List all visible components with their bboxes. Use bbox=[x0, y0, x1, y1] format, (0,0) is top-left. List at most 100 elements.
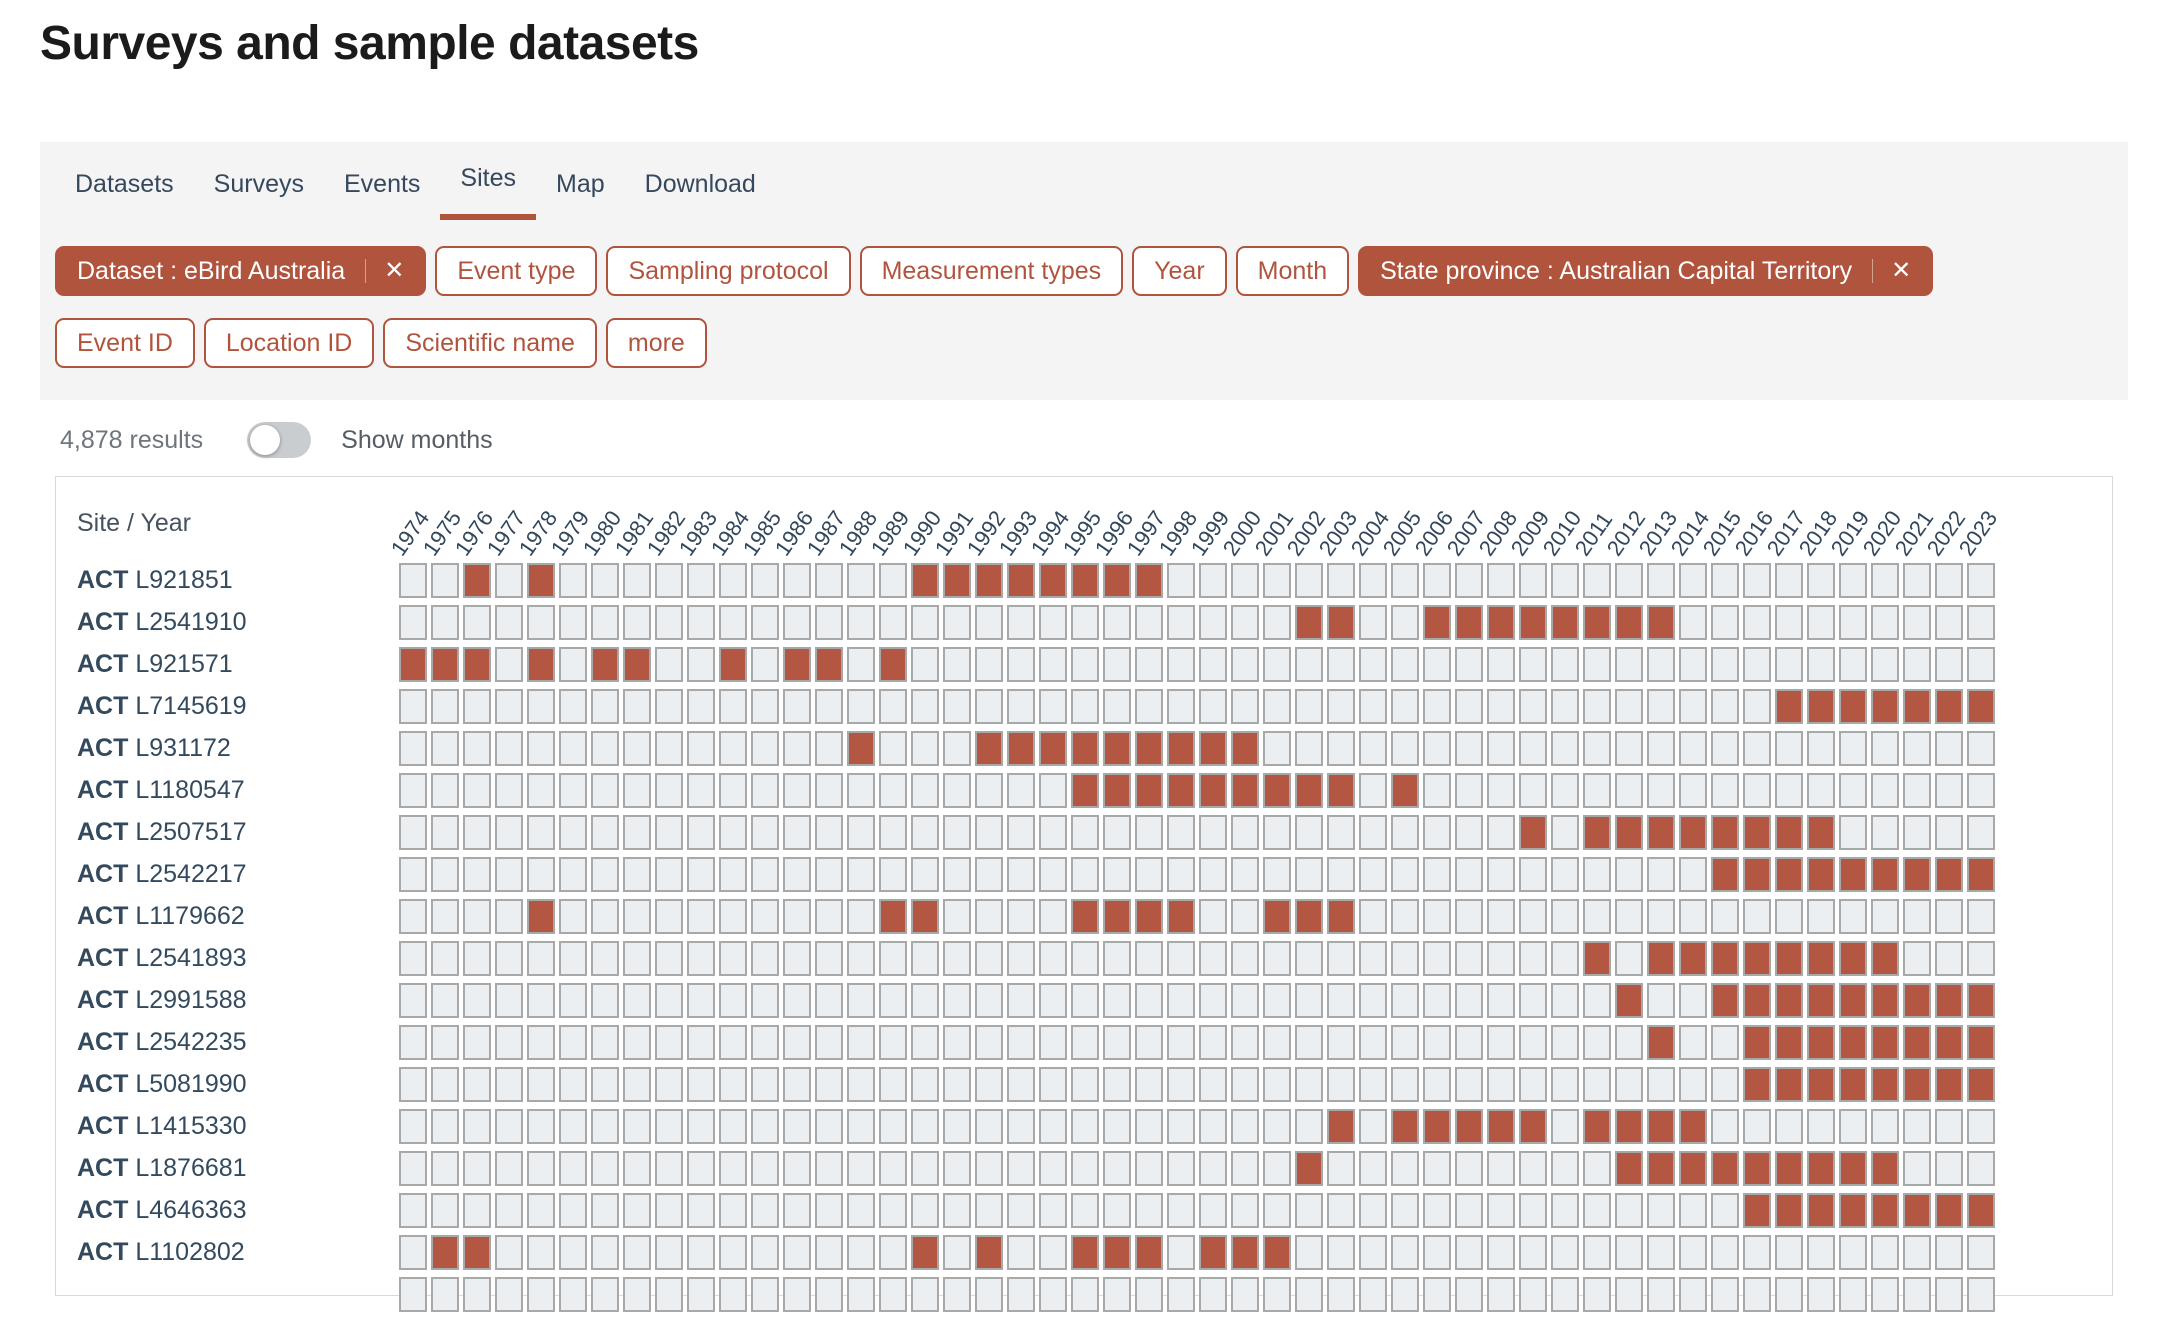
filter-chip-scientific-name[interactable]: Scientific name bbox=[383, 318, 597, 368]
cell-L1180547-2013 bbox=[1647, 773, 1675, 808]
cell-L2991588-1987 bbox=[815, 983, 843, 1018]
cell-L921571-2012 bbox=[1615, 647, 1643, 682]
cell-L4646363-2021 bbox=[1903, 1193, 1931, 1228]
cell-L2541893-2011 bbox=[1583, 941, 1611, 976]
show-months-toggle[interactable] bbox=[247, 422, 312, 458]
cell-L1876681-1981 bbox=[623, 1151, 651, 1186]
remove-filter-icon[interactable]: ✕ bbox=[365, 259, 404, 283]
filter-chip-sampling-protocol[interactable]: Sampling protocol bbox=[606, 246, 851, 296]
cell-L1876681-2002 bbox=[1295, 1151, 1323, 1186]
cell-L2541893-2008 bbox=[1487, 941, 1515, 976]
cell-L2542235-2019 bbox=[1839, 1025, 1867, 1060]
site-row-l2507517: ACT L2507517 bbox=[56, 815, 2112, 850]
cell-L921851-2008 bbox=[1487, 563, 1515, 598]
cell-L2507517-1986 bbox=[783, 815, 811, 850]
cell-L2507517-1976 bbox=[463, 815, 491, 850]
cell-L1876681-1995 bbox=[1071, 1151, 1099, 1186]
remove-filter-icon[interactable]: ✕ bbox=[1872, 259, 1911, 283]
filter-chip-location-id[interactable]: Location ID bbox=[203, 318, 375, 368]
filter-chip-label: Year bbox=[1154, 256, 1205, 285]
site-row-l2541910: ACT L2541910 bbox=[56, 605, 2112, 640]
cell-L1415330-2015 bbox=[1711, 1109, 1739, 1144]
cell-L2542217-2005 bbox=[1391, 857, 1419, 892]
cell-L921571-2002 bbox=[1295, 647, 1323, 682]
cell-L1180547-1982 bbox=[655, 773, 683, 808]
cell-L2542235-2021 bbox=[1903, 1025, 1931, 1060]
tab-surveys[interactable]: Surveys bbox=[213, 169, 304, 198]
cell-L2542217-1985 bbox=[751, 857, 779, 892]
filter-chip-year[interactable]: Year bbox=[1132, 246, 1227, 296]
cell-L2541910-1992 bbox=[975, 605, 1003, 640]
cell-L2542217-2003 bbox=[1327, 857, 1355, 892]
cell-L2507517-1996 bbox=[1103, 815, 1131, 850]
cell-L2541893-2023 bbox=[1967, 941, 1995, 976]
cell-partial-1976 bbox=[463, 1277, 491, 1312]
filter-chip-month[interactable]: Month bbox=[1235, 246, 1350, 296]
cell-L2541893-2001 bbox=[1263, 941, 1291, 976]
cell-L4646363-1987 bbox=[815, 1193, 843, 1228]
cell-L1102802-1982 bbox=[655, 1235, 683, 1270]
cell-partial-2003 bbox=[1327, 1277, 1355, 1312]
filter-chip-label: Dataset : eBird Australia bbox=[77, 256, 346, 285]
cell-L2542235-2001 bbox=[1263, 1025, 1291, 1060]
cell-L1876681-1988 bbox=[847, 1151, 875, 1186]
tab-events[interactable]: Events bbox=[343, 169, 421, 198]
cell-L2541910-2018 bbox=[1807, 605, 1835, 640]
cell-L1179662-1995 bbox=[1071, 899, 1099, 934]
cell-L1180547-1985 bbox=[751, 773, 779, 808]
cell-L1415330-1974 bbox=[399, 1109, 427, 1144]
cell-L1179662-1976 bbox=[463, 899, 491, 934]
tab-bar: Datasets Surveys Events Sites Map Download bbox=[40, 142, 2128, 220]
filter-chip-event-id[interactable]: Event ID bbox=[55, 318, 195, 368]
cell-partial-2020 bbox=[1871, 1277, 1899, 1312]
cell-L1102802-2020 bbox=[1871, 1235, 1899, 1270]
cell-L2507517-1984 bbox=[719, 815, 747, 850]
show-months-label: Show months bbox=[341, 425, 493, 454]
site-row-l1876681: ACT L1876681 bbox=[56, 1151, 2112, 1186]
cell-L7145619-1976 bbox=[463, 689, 491, 724]
cell-partial-2009 bbox=[1519, 1277, 1547, 1312]
cell-L931172-1975 bbox=[431, 731, 459, 766]
year-cells bbox=[399, 563, 1999, 598]
filter-chip-row-2: Event ID Location ID Scientific name more bbox=[55, 318, 2113, 368]
cell-L1876681-1989 bbox=[879, 1151, 907, 1186]
cell-L2507517-2001 bbox=[1263, 815, 1291, 850]
cell-L5081990-1996 bbox=[1103, 1067, 1131, 1102]
filter-chip-dataset-ebird-australia[interactable]: Dataset : eBird Australia ✕ bbox=[55, 246, 427, 296]
cell-L931172-1986 bbox=[783, 731, 811, 766]
cell-L921571-2003 bbox=[1327, 647, 1355, 682]
tab-datasets[interactable]: Datasets bbox=[75, 169, 174, 198]
site-label: ACT L921571 bbox=[77, 650, 233, 678]
cell-L4646363-1997 bbox=[1135, 1193, 1163, 1228]
cell-L921851-2020 bbox=[1871, 563, 1899, 598]
cell-L1102802-2001 bbox=[1263, 1235, 1291, 1270]
cell-partial-1992 bbox=[975, 1277, 1003, 1312]
cell-partial-2005 bbox=[1391, 1277, 1419, 1312]
filter-chip-state-province-australian-capital-territory[interactable]: State province : Australian Capital Terr… bbox=[1358, 246, 1934, 296]
filter-chip-measurement-types[interactable]: Measurement types bbox=[859, 246, 1124, 296]
cell-L5081990-2017 bbox=[1775, 1067, 1803, 1102]
tab-download[interactable]: Download bbox=[644, 169, 756, 198]
cell-L1102802-1977 bbox=[495, 1235, 523, 1270]
filter-chip-more[interactable]: more bbox=[605, 318, 707, 368]
cell-L2542235-2011 bbox=[1583, 1025, 1611, 1060]
cell-L1876681-1994 bbox=[1039, 1151, 1067, 1186]
year-cells bbox=[399, 1109, 1999, 1144]
cell-L1179662-1991 bbox=[943, 899, 971, 934]
cell-L1179662-2006 bbox=[1423, 899, 1451, 934]
cell-L2542217-2007 bbox=[1455, 857, 1483, 892]
cell-L2991588-2009 bbox=[1519, 983, 1547, 1018]
cell-L4646363-1976 bbox=[463, 1193, 491, 1228]
tab-map[interactable]: Map bbox=[556, 169, 605, 198]
filter-chip-event-type[interactable]: Event type bbox=[435, 246, 598, 296]
cell-L2541893-1978 bbox=[527, 941, 555, 976]
cell-L1179662-1983 bbox=[687, 899, 715, 934]
cell-L2542217-1997 bbox=[1135, 857, 1163, 892]
cell-L921571-1985 bbox=[751, 647, 779, 682]
cell-L2541910-1980 bbox=[591, 605, 619, 640]
cell-L2991588-2016 bbox=[1743, 983, 1771, 1018]
cell-L4646363-2002 bbox=[1295, 1193, 1323, 1228]
tab-sites[interactable]: Sites bbox=[440, 142, 537, 220]
cell-L2507517-2011 bbox=[1583, 815, 1611, 850]
cell-L921571-1986 bbox=[783, 647, 811, 682]
